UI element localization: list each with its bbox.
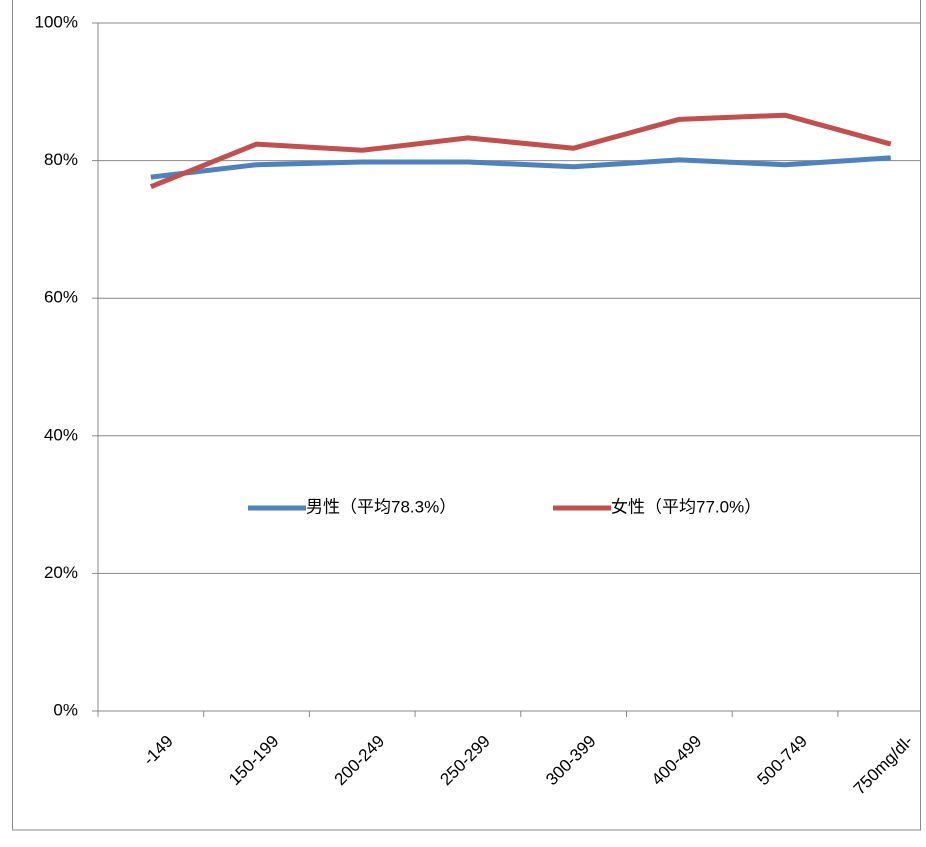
y-tick-label: 0% [53,700,78,719]
y-tick-label: 100% [35,12,78,31]
y-tick-label: 20% [44,563,78,582]
x-tick-label: 250-299 [436,732,494,790]
y-tick-label: 40% [44,425,78,444]
legend-label: 男性（平均78.3%） [306,497,456,516]
x-tick-label: 750mg/dl- [850,732,917,799]
chart-border [12,0,921,831]
series-line [149,112,892,190]
series-line [150,155,891,180]
x-tick-label: 500-749 [753,732,811,790]
x-tick-label: 200-249 [331,732,389,790]
y-tick-label: 60% [44,288,78,307]
x-tick-label: 150-199 [225,732,283,790]
x-tick-label: 400-499 [648,732,706,790]
x-tick-label: 300-399 [542,732,600,790]
y-tick-label: 80% [44,150,78,169]
x-tick-label: -149 [139,732,176,769]
legend-label: 女性（平均77.0%） [611,497,761,516]
